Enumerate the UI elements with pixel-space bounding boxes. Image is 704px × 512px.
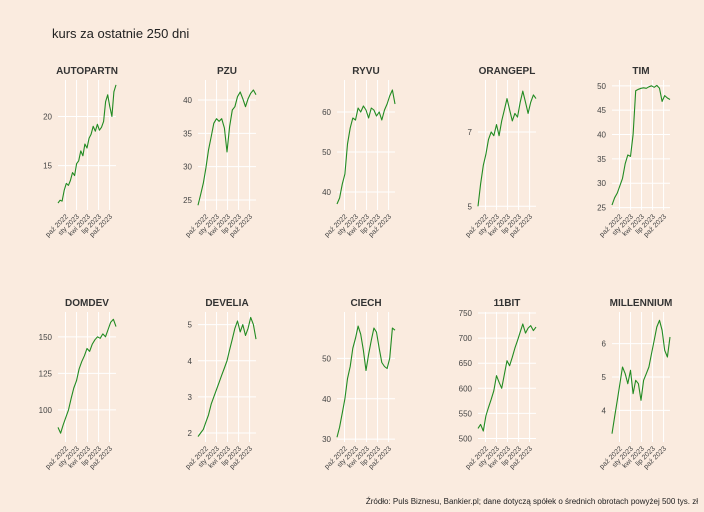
y-tick-label: 3 [188, 393, 193, 402]
y-tick-label: 60 [322, 108, 331, 117]
price-line [197, 316, 257, 437]
y-tick-label: 5 [188, 321, 193, 330]
y-tick-label: 2 [188, 429, 193, 438]
y-tick-label: 40 [597, 131, 606, 140]
panel-title: RYVU [352, 66, 379, 77]
y-tick-label: 25 [597, 204, 606, 213]
y-tick-label: 600 [459, 384, 473, 393]
price-line [57, 318, 117, 434]
y-tick-label: 25 [183, 196, 192, 205]
y-tick-label: 30 [183, 163, 192, 172]
y-tick-label: 500 [459, 434, 473, 443]
y-tick-label: 4 [188, 357, 193, 366]
price-line [336, 325, 396, 438]
price-line [477, 323, 537, 432]
y-tick-label: 40 [183, 96, 192, 105]
y-tick-label: 50 [597, 82, 606, 91]
figure-title: kurs za ostatnie 250 dni [52, 26, 190, 41]
y-tick-label: 550 [459, 409, 473, 418]
y-tick-label: 50 [322, 148, 331, 157]
y-tick-label: 100 [39, 406, 53, 415]
y-tick-label: 35 [183, 129, 192, 138]
panel-title: DOMDEV [65, 298, 109, 309]
y-tick-label: 40 [322, 395, 331, 404]
y-tick-label: 700 [459, 334, 473, 343]
price-line [611, 319, 671, 434]
y-tick-label: 40 [322, 188, 331, 197]
panel-title: PZU [217, 66, 237, 77]
y-tick-label: 6 [602, 340, 607, 349]
panel-title: TIM [632, 66, 649, 77]
y-tick-label: 5 [468, 202, 473, 211]
price-line [477, 90, 537, 207]
price-line [197, 89, 257, 206]
price-line [57, 84, 117, 204]
y-tick-label: 5 [602, 373, 607, 382]
y-tick-label: 50 [322, 354, 331, 363]
panel-title: 11BIT [494, 298, 521, 309]
price-line [336, 89, 396, 205]
y-tick-label: 45 [597, 106, 606, 115]
panel-title: MILLENNIUM [610, 298, 673, 309]
y-tick-label: 35 [597, 155, 606, 164]
y-tick-label: 30 [322, 435, 331, 444]
panel-title: ORANGEPL [479, 66, 536, 77]
y-tick-label: 650 [459, 359, 473, 368]
panel-title: AUTOPARTN [56, 66, 118, 77]
y-tick-label: 750 [459, 309, 473, 318]
price-line [611, 84, 671, 206]
y-tick-label: 150 [39, 333, 53, 342]
y-tick-label: 20 [43, 112, 52, 121]
y-tick-label: 7 [468, 128, 473, 137]
panel-title: DEVELIA [205, 298, 248, 309]
y-tick-label: 30 [597, 179, 606, 188]
y-tick-label: 15 [43, 162, 52, 171]
panel-title: CIECH [350, 298, 381, 309]
y-tick-label: 4 [602, 406, 607, 415]
source-caption: Źródło: Puls Biznesu, Bankier.pl; dane d… [365, 497, 698, 506]
y-tick-label: 125 [39, 369, 53, 378]
